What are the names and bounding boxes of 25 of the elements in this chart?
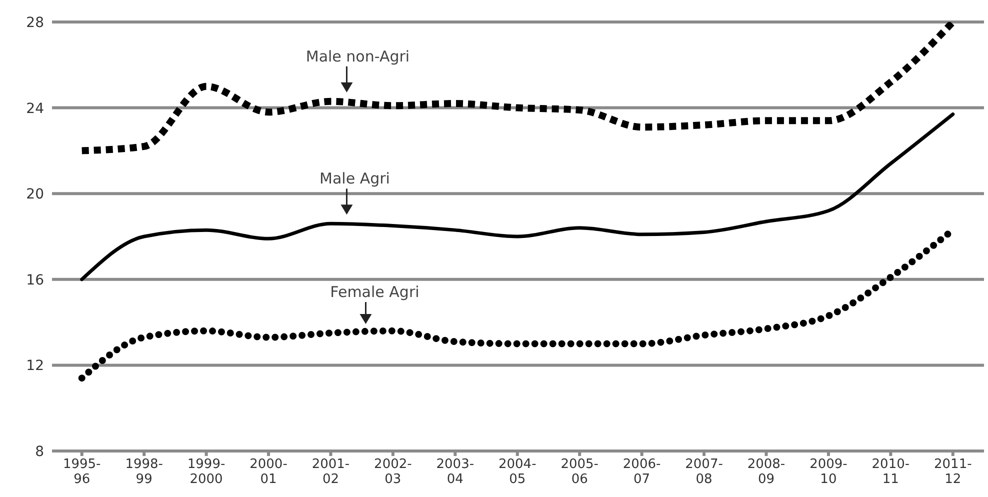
y-tick-label: 24 xyxy=(26,100,44,117)
y-tick-label: 12 xyxy=(26,358,44,374)
x-tick-label: 2000-01 xyxy=(250,457,288,487)
x-tick-label: 2004-05 xyxy=(498,457,537,487)
x-tick-label: 2007-08 xyxy=(685,457,724,487)
y-tick-label: 8 xyxy=(35,444,44,460)
x-tick-label: 2011-12 xyxy=(934,457,972,487)
text: Male Agri xyxy=(320,170,390,188)
y-tick-label: 28 xyxy=(26,14,44,31)
x-tick-label: 2008-09 xyxy=(747,457,786,487)
line-series xyxy=(80,112,955,282)
x-tick-label: 2009-10 xyxy=(810,457,848,487)
text: Male non-Agri xyxy=(306,47,410,66)
y-tick-label: 16 xyxy=(26,272,44,288)
x-tick-label: 2003-04 xyxy=(436,457,474,487)
x-tick-label: 1999-2000 xyxy=(187,457,226,487)
x-tick-label: 2010-11 xyxy=(872,457,910,487)
x-tick-label: 2005-06 xyxy=(560,457,599,487)
text: Female Agri xyxy=(330,283,420,302)
x-tick-label: 2006-07 xyxy=(622,457,662,487)
x-tick-label: 1998-99 xyxy=(125,457,164,487)
x-tick-label: 2002-03 xyxy=(374,457,412,487)
x-tick-label: 1995-96 xyxy=(62,457,102,487)
y-tick-label: 20 xyxy=(26,186,44,203)
x-tick-label: 2001-02 xyxy=(312,457,350,487)
